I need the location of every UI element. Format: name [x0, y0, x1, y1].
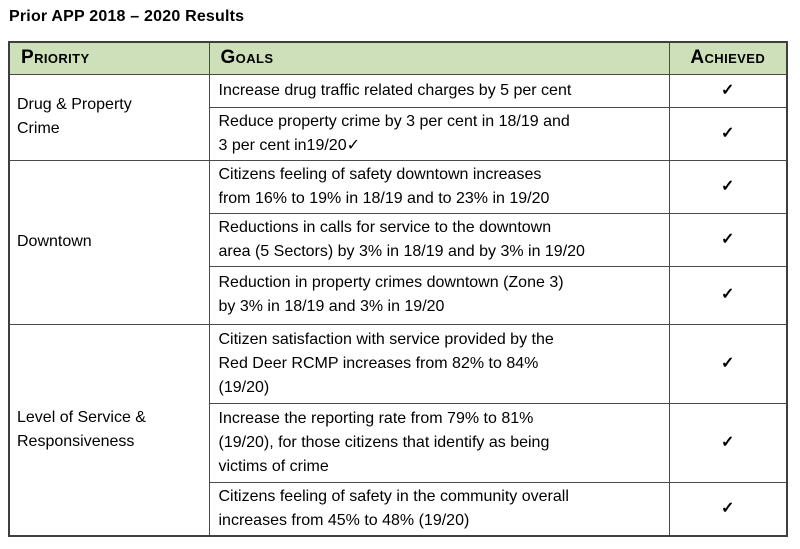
achieved-checkmark: ✓ — [668, 323, 788, 404]
goal-cell: Reductions in calls for service to the d… — [208, 212, 670, 267]
column-header-achieved: Achieved — [668, 41, 788, 75]
achieved-checkmark: ✓ — [668, 159, 788, 214]
goal-cell: Reduction in property crimes downtown (Z… — [208, 265, 670, 325]
achieved-checkmark: ✓ — [668, 481, 788, 536]
goal-cell: Increase the reporting rate from 79% to … — [208, 402, 670, 483]
table-row: Drug & Property Crime Increase drug traf… — [8, 73, 788, 161]
table-row: Reduction in property crimes downtown (Z… — [9, 265, 788, 325]
table-row: Increase the reporting rate from 79% to … — [9, 402, 788, 483]
priority-cell-level-of-service: Level of Service & Responsiveness — [8, 323, 210, 536]
column-header-goals: Goals — [208, 41, 670, 75]
achieved-checkmark: ✓ — [668, 73, 788, 108]
table-row: Downtown Citizens feeling of safety down… — [8, 159, 788, 325]
goal-cell: Increase drug traffic related charges by… — [208, 73, 670, 108]
header-row: Priority Goals Achieved — [8, 41, 788, 75]
table-row: Reductions in calls for service to the d… — [9, 212, 788, 267]
table-row: Citizens feeling of safety in the commun… — [9, 481, 788, 536]
page-title: Prior APP 2018 – 2020 Results — [9, 8, 245, 25]
goal-cell: Citizens feeling of safety downtown incr… — [208, 159, 670, 214]
table-row: Reduce property crime by 3 per cent in 1… — [9, 106, 788, 161]
priority-cell-downtown: Downtown — [8, 159, 210, 325]
goal-cell: Citizen satisfaction with service provid… — [208, 323, 670, 404]
goal-cell: Citizens feeling of safety in the commun… — [208, 481, 670, 536]
achieved-checkmark: ✓ — [668, 106, 788, 161]
achieved-checkmark: ✓ — [668, 265, 788, 325]
column-header-priority: Priority — [8, 41, 210, 75]
table-row: Level of Service & Responsiveness Citize… — [8, 323, 788, 536]
achieved-checkmark: ✓ — [668, 212, 788, 267]
results-table: Priority Goals Achieved Drug & Property … — [8, 41, 788, 537]
priority-cell-drug-property-crime: Drug & Property Crime — [8, 73, 210, 161]
goal-cell: Reduce property crime by 3 per cent in 1… — [208, 106, 670, 161]
achieved-checkmark: ✓ — [668, 402, 788, 483]
